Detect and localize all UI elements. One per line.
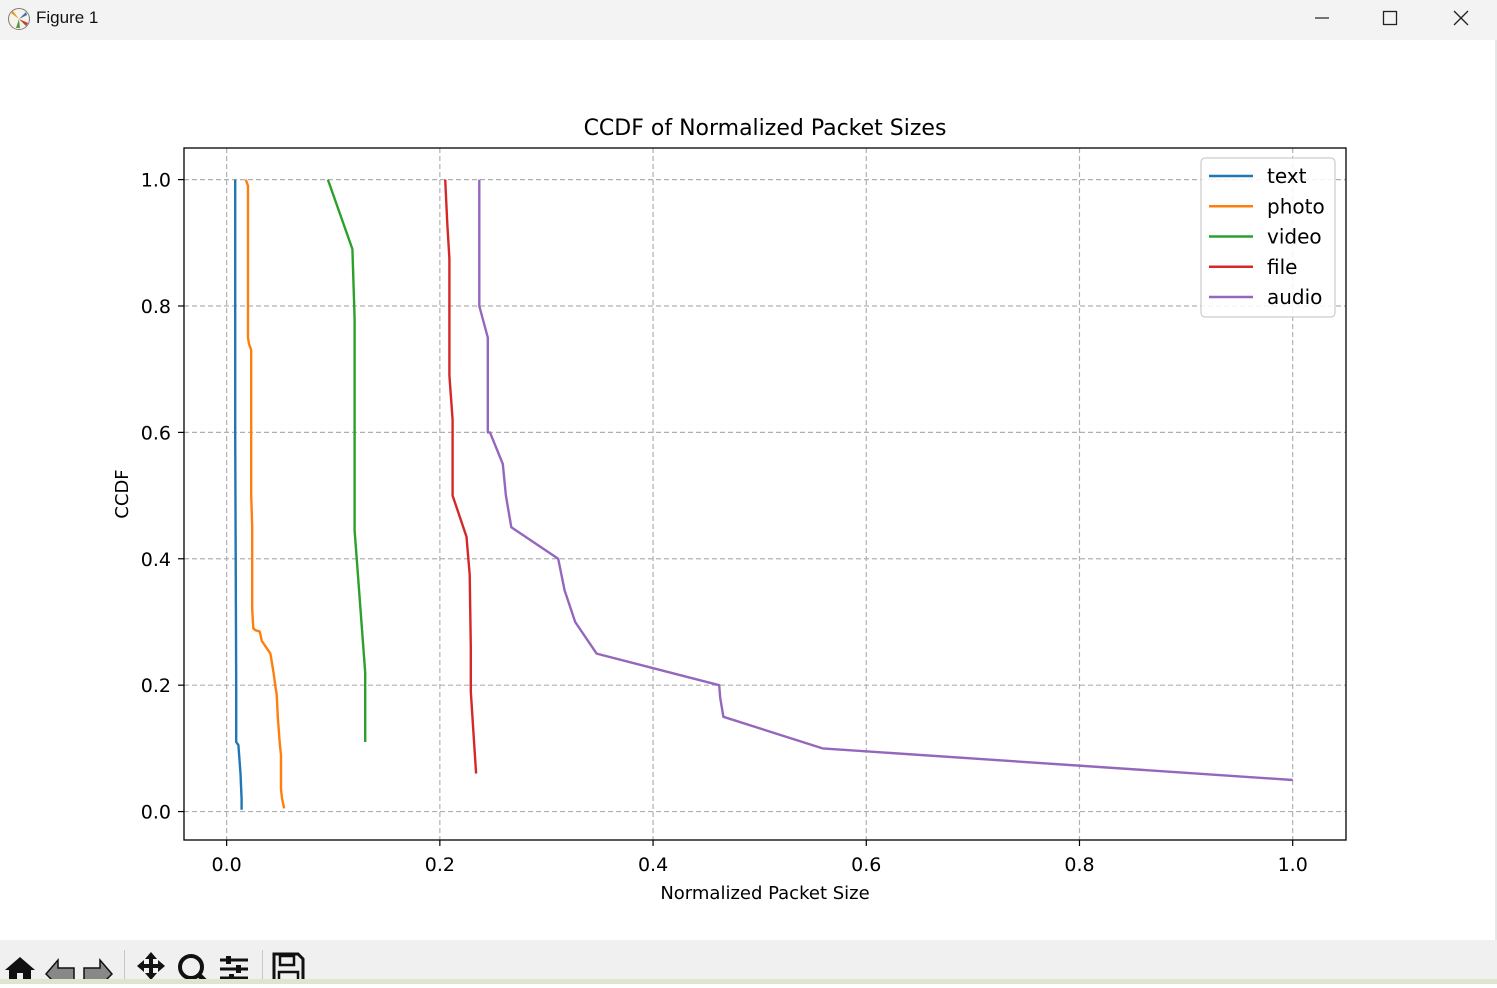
legend-box <box>1200 157 1336 318</box>
figure-canvas: 0.0 0.2 0.4 0.6 0.8 1.0 0.0 0.2 0.4 0.6 0.8 1.0 CCD… <box>0 40 1497 940</box>
pan-button[interactable] <box>133 948 169 984</box>
window-border <box>1495 40 1497 980</box>
y-tick-label: 0.2 <box>141 675 171 697</box>
status-strip <box>0 979 1497 984</box>
legend-label-file: file <box>1267 255 1297 279</box>
toolbar-separator <box>124 950 125 980</box>
x-tick-label: 0.2 <box>425 854 455 876</box>
x-tick-label: 0.8 <box>1064 854 1094 876</box>
x-tick-label: 0.4 <box>638 854 668 876</box>
axis-ticks: 0.0 0.2 0.4 0.6 0.8 1.0 0.0 0.2 0.4 0.6 0.8 1.0 <box>141 170 1308 876</box>
maximize-icon <box>1382 10 1398 26</box>
series-line-file <box>444 179 478 774</box>
legend-label-photo: photo <box>1267 194 1325 218</box>
series-line-photo <box>244 179 286 809</box>
home-icon <box>5 957 35 982</box>
pan-icon <box>137 952 165 980</box>
window-titlebar: Figure 1 <box>0 0 1497 40</box>
minimize-button[interactable] <box>1287 0 1357 36</box>
series-lines <box>233 179 1293 810</box>
legend-label-video: video <box>1267 225 1322 249</box>
series-line-text <box>233 179 243 810</box>
close-button[interactable] <box>1426 0 1496 36</box>
y-tick-label: 0.6 <box>141 422 171 444</box>
x-tick-label: 1.0 <box>1278 854 1308 876</box>
configure-subplots-icon <box>220 956 248 982</box>
series-line-video <box>326 179 367 742</box>
navigation-toolbar <box>0 940 1497 984</box>
y-tick-label: 1.0 <box>141 170 171 192</box>
axes-frame <box>183 147 1347 841</box>
configure-subplots-button[interactable] <box>216 948 252 984</box>
legend-label-text: text <box>1267 164 1307 188</box>
toolbar-separator <box>262 950 263 980</box>
minimize-icon <box>1315 17 1329 19</box>
matplotlib-logo-icon <box>8 8 30 30</box>
window-title: Figure 1 <box>36 8 99 27</box>
x-tick-label: 0.6 <box>851 854 881 876</box>
legend-label-audio: audio <box>1267 285 1322 309</box>
x-axis-label: Normalized Packet Size <box>660 883 869 904</box>
chart-title: CCDF of Normalized Packet Sizes <box>584 116 947 141</box>
x-tick-label: 0.0 <box>212 854 242 876</box>
maximize-button[interactable] <box>1355 0 1425 36</box>
y-tick-label: 0.4 <box>141 549 171 571</box>
grid-lines <box>184 148 1346 840</box>
legend: text photo video file audio <box>1200 157 1336 318</box>
y-axis-label: CCDF <box>112 469 133 518</box>
ccdf-chart: 0.0 0.2 0.4 0.6 0.8 1.0 0.0 0.2 0.4 0.6 0.8 1.0 CCD… <box>112 116 1347 904</box>
close-icon <box>1453 10 1469 26</box>
home-button[interactable] <box>2 948 38 984</box>
series-line-audio <box>478 179 1293 782</box>
y-tick-label: 0.0 <box>141 802 171 824</box>
y-tick-label: 0.8 <box>141 296 171 318</box>
